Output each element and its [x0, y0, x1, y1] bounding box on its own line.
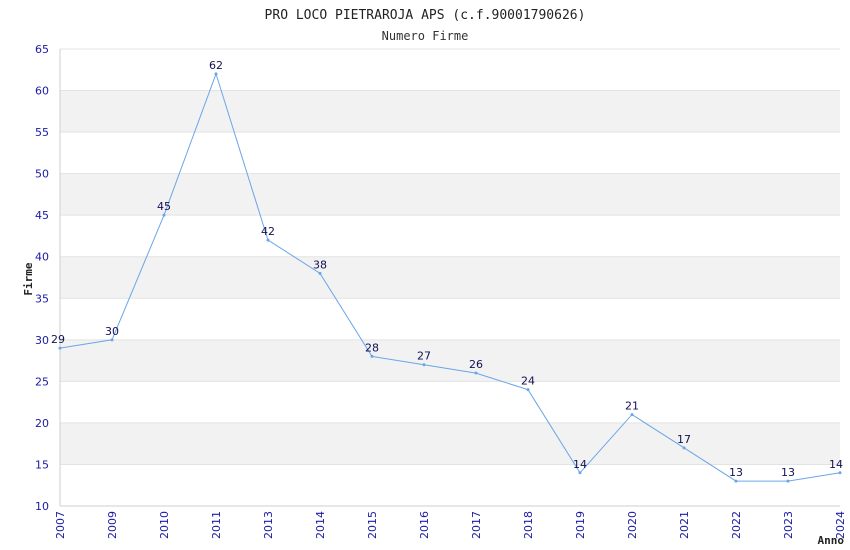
x-tick-label: 2014 — [314, 511, 327, 539]
data-point — [682, 446, 686, 450]
data-label: 17 — [677, 433, 691, 446]
x-tick-label: 2007 — [54, 511, 67, 539]
data-point — [422, 363, 426, 367]
data-label: 29 — [51, 333, 65, 346]
y-tick-label: 35 — [35, 292, 49, 305]
data-label: 13 — [729, 466, 743, 479]
x-tick-label: 2022 — [730, 511, 743, 539]
x-tick-label: 2009 — [106, 511, 119, 539]
grid-band — [60, 90, 840, 133]
data-label: 13 — [781, 466, 795, 479]
data-label: 27 — [417, 350, 431, 363]
y-tick-label: 25 — [35, 375, 49, 388]
data-label: 14 — [829, 458, 843, 471]
x-axis-label: Anno — [818, 534, 845, 547]
data-point — [266, 238, 270, 242]
grid-band — [60, 256, 840, 299]
y-tick-labels: 10 15 20 25 30 35 40 45 50 55 60 65 — [35, 43, 49, 513]
y-tick-label: 20 — [35, 417, 49, 430]
grid-band — [60, 339, 840, 382]
data-point — [58, 346, 62, 350]
x-tick-label: 2016 — [418, 511, 431, 539]
x-tick-label: 2019 — [574, 511, 587, 539]
data-label: 38 — [313, 258, 327, 271]
x-tick-label: 2017 — [470, 511, 483, 539]
data-point — [370, 354, 374, 358]
y-tick-label: 45 — [35, 209, 49, 222]
data-label: 45 — [157, 200, 171, 213]
data-point — [786, 479, 790, 483]
x-tick-label: 2013 — [262, 511, 275, 539]
data-label: 28 — [365, 341, 379, 354]
x-tick-labels: 2007 2009 2010 2011 2013 2014 2015 2016 2017 2018… — [54, 511, 847, 539]
x-tick-label: 2020 — [626, 511, 639, 539]
data-point — [318, 271, 322, 275]
y-tick-label: 15 — [35, 458, 49, 471]
grid-band — [60, 422, 840, 465]
data-label: 42 — [261, 225, 275, 238]
data-point — [474, 371, 478, 375]
data-point — [578, 471, 582, 475]
y-tick-label: 10 — [35, 500, 49, 513]
x-tick-label: 2018 — [522, 511, 535, 539]
data-point — [734, 479, 738, 483]
y-axis-label: Firme — [22, 262, 35, 295]
chart-title: PRO LOCO PIETRAROJA APS (c.f.90001790626… — [265, 8, 586, 23]
y-tick-label: 60 — [35, 85, 49, 98]
x-tick-label: 2024 — [834, 511, 847, 539]
gridlines — [60, 48, 840, 507]
chart-subtitle: Numero Firme — [382, 29, 469, 43]
x-tick-label: 2021 — [678, 511, 691, 539]
x-tick-label: 2010 — [158, 511, 171, 539]
data-label: 62 — [209, 59, 223, 72]
y-tick-label: 50 — [35, 168, 49, 181]
data-points — [58, 72, 842, 483]
y-tick-label: 65 — [35, 43, 49, 56]
data-point — [110, 338, 114, 342]
grid-band — [60, 173, 840, 216]
series-line — [59, 72, 841, 482]
grid-bands — [60, 90, 840, 465]
data-labels: 29 30 45 62 42 38 28 27 26 24 14 21 17 13 13 14 — [51, 59, 843, 479]
data-label: 26 — [469, 358, 483, 371]
data-label: 21 — [625, 400, 639, 413]
data-point — [838, 471, 842, 475]
data-point — [526, 388, 530, 392]
x-tick-label: 2015 — [366, 511, 379, 539]
data-point — [630, 413, 634, 417]
y-tick-label: 30 — [35, 334, 49, 347]
data-point — [214, 72, 218, 76]
data-label: 14 — [573, 458, 587, 471]
y-tick-label: 55 — [35, 126, 49, 139]
y-tick-label: 40 — [35, 251, 49, 264]
x-tick-label: 2023 — [782, 511, 795, 539]
data-label: 24 — [521, 375, 535, 388]
data-label: 30 — [105, 325, 119, 338]
data-point — [162, 213, 166, 217]
x-tick-label: 2011 — [210, 511, 223, 539]
